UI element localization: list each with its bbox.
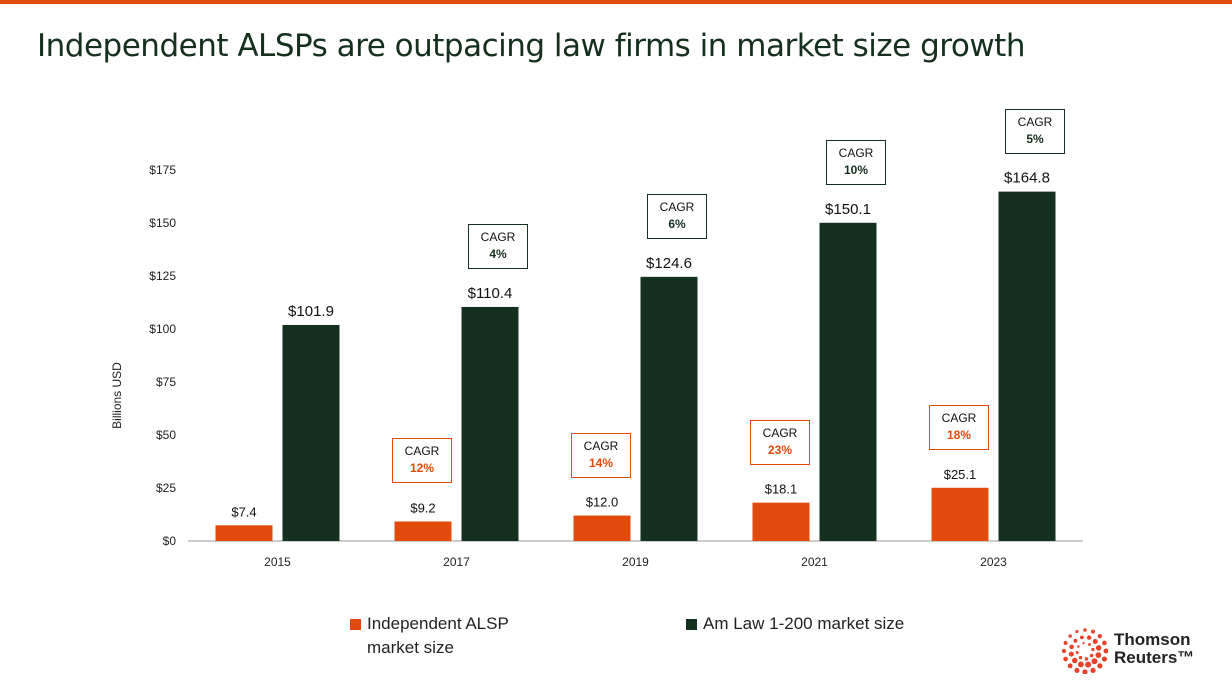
bar-amlaw: [461, 306, 519, 541]
data-label: $12.0: [586, 495, 619, 510]
y-tick-label: $175: [149, 163, 176, 177]
y-tick-label: $125: [149, 269, 176, 283]
data-label: $9.2: [410, 500, 435, 515]
data-label: $18.1: [765, 482, 798, 497]
bar-amlaw: [819, 222, 877, 541]
cagr-box-alsp: CAGR 12%: [392, 438, 452, 484]
cagr-box-alsp: CAGR 23%: [750, 419, 810, 465]
data-label: $150.1: [825, 201, 871, 218]
data-label: $101.9: [288, 303, 334, 320]
cagr-label: CAGR: [659, 199, 695, 214]
bar-alsp: [931, 487, 989, 541]
cagr-value: 23%: [767, 442, 793, 457]
thomson-reuters-logo-icon: [1062, 628, 1108, 674]
y-tick-label: $150: [149, 216, 176, 230]
legend-swatch-amlaw: [686, 619, 697, 630]
cagr-box-amlaw: CAGR 6%: [647, 193, 707, 239]
cagr-value: 10%: [843, 162, 869, 177]
y-tick-label: $25: [156, 481, 176, 495]
bar-amlaw: [640, 276, 698, 541]
cagr-label: CAGR: [838, 145, 874, 160]
cagr-label: CAGR: [1017, 114, 1053, 129]
logo-line2: Reuters™: [1114, 648, 1195, 667]
data-label: $25.1: [944, 467, 977, 482]
x-tick-label: 2023: [980, 555, 1007, 569]
x-tick-label: 2019: [622, 555, 649, 569]
data-label: $110.4: [468, 285, 513, 302]
legend-alsp-label-2: market size: [367, 638, 454, 657]
top-accent-bar: [0, 0, 1232, 4]
logo-text: Thomson Reuters™: [1114, 631, 1194, 667]
bar-alsp: [573, 515, 631, 541]
cagr-value: 4%: [489, 246, 507, 261]
page-title: Independent ALSPs are outpacing law firm…: [37, 28, 1025, 64]
y-axis-title: Billions USD: [110, 362, 124, 429]
x-tick-label: 2017: [443, 555, 470, 569]
bar-alsp: [752, 502, 810, 541]
y-tick-label: $100: [149, 322, 176, 336]
bar-alsp: [215, 525, 273, 541]
cagr-box-alsp: CAGR 14%: [571, 432, 631, 478]
y-tick-label: $0: [163, 534, 177, 548]
cagr-label: CAGR: [941, 410, 977, 425]
cagr-label: CAGR: [480, 229, 516, 244]
cagr-value: 6%: [668, 216, 686, 231]
bar-alsp: [394, 521, 452, 541]
bar-amlaw: [282, 324, 340, 541]
data-label: $7.4: [231, 504, 256, 519]
cagr-box-amlaw: CAGR 4%: [468, 223, 528, 269]
x-tick-label: 2021: [801, 555, 828, 569]
cagr-label: CAGR: [583, 438, 619, 453]
legend-amlaw: Am Law 1-200 market size: [703, 614, 905, 633]
cagr-box-amlaw: CAGR 5%: [1005, 108, 1065, 154]
y-tick-label: $50: [156, 428, 176, 442]
y-tick-label: $75: [156, 375, 176, 389]
cagr-value: 5%: [1026, 131, 1044, 146]
cagr-label: CAGR: [762, 425, 798, 440]
cagr-value: 18%: [946, 427, 972, 442]
x-tick-label: 2015: [264, 555, 291, 569]
legend-alsp-label: Independent ALSP: [367, 614, 509, 633]
legend-swatch-alsp: [350, 619, 361, 630]
cagr-box-alsp: CAGR 18%: [929, 404, 989, 450]
data-label: $164.8: [1004, 170, 1050, 187]
cagr-value: 14%: [588, 455, 614, 470]
bar-amlaw: [998, 191, 1056, 541]
cagr-value: 12%: [409, 461, 435, 476]
cagr-box-amlaw: CAGR 10%: [826, 139, 886, 185]
legend-alsp: Independent ALSP market size: [367, 612, 509, 660]
data-label: $124.6: [646, 255, 692, 272]
logo-line1: Thomson: [1114, 630, 1191, 649]
cagr-label: CAGR: [404, 444, 440, 459]
